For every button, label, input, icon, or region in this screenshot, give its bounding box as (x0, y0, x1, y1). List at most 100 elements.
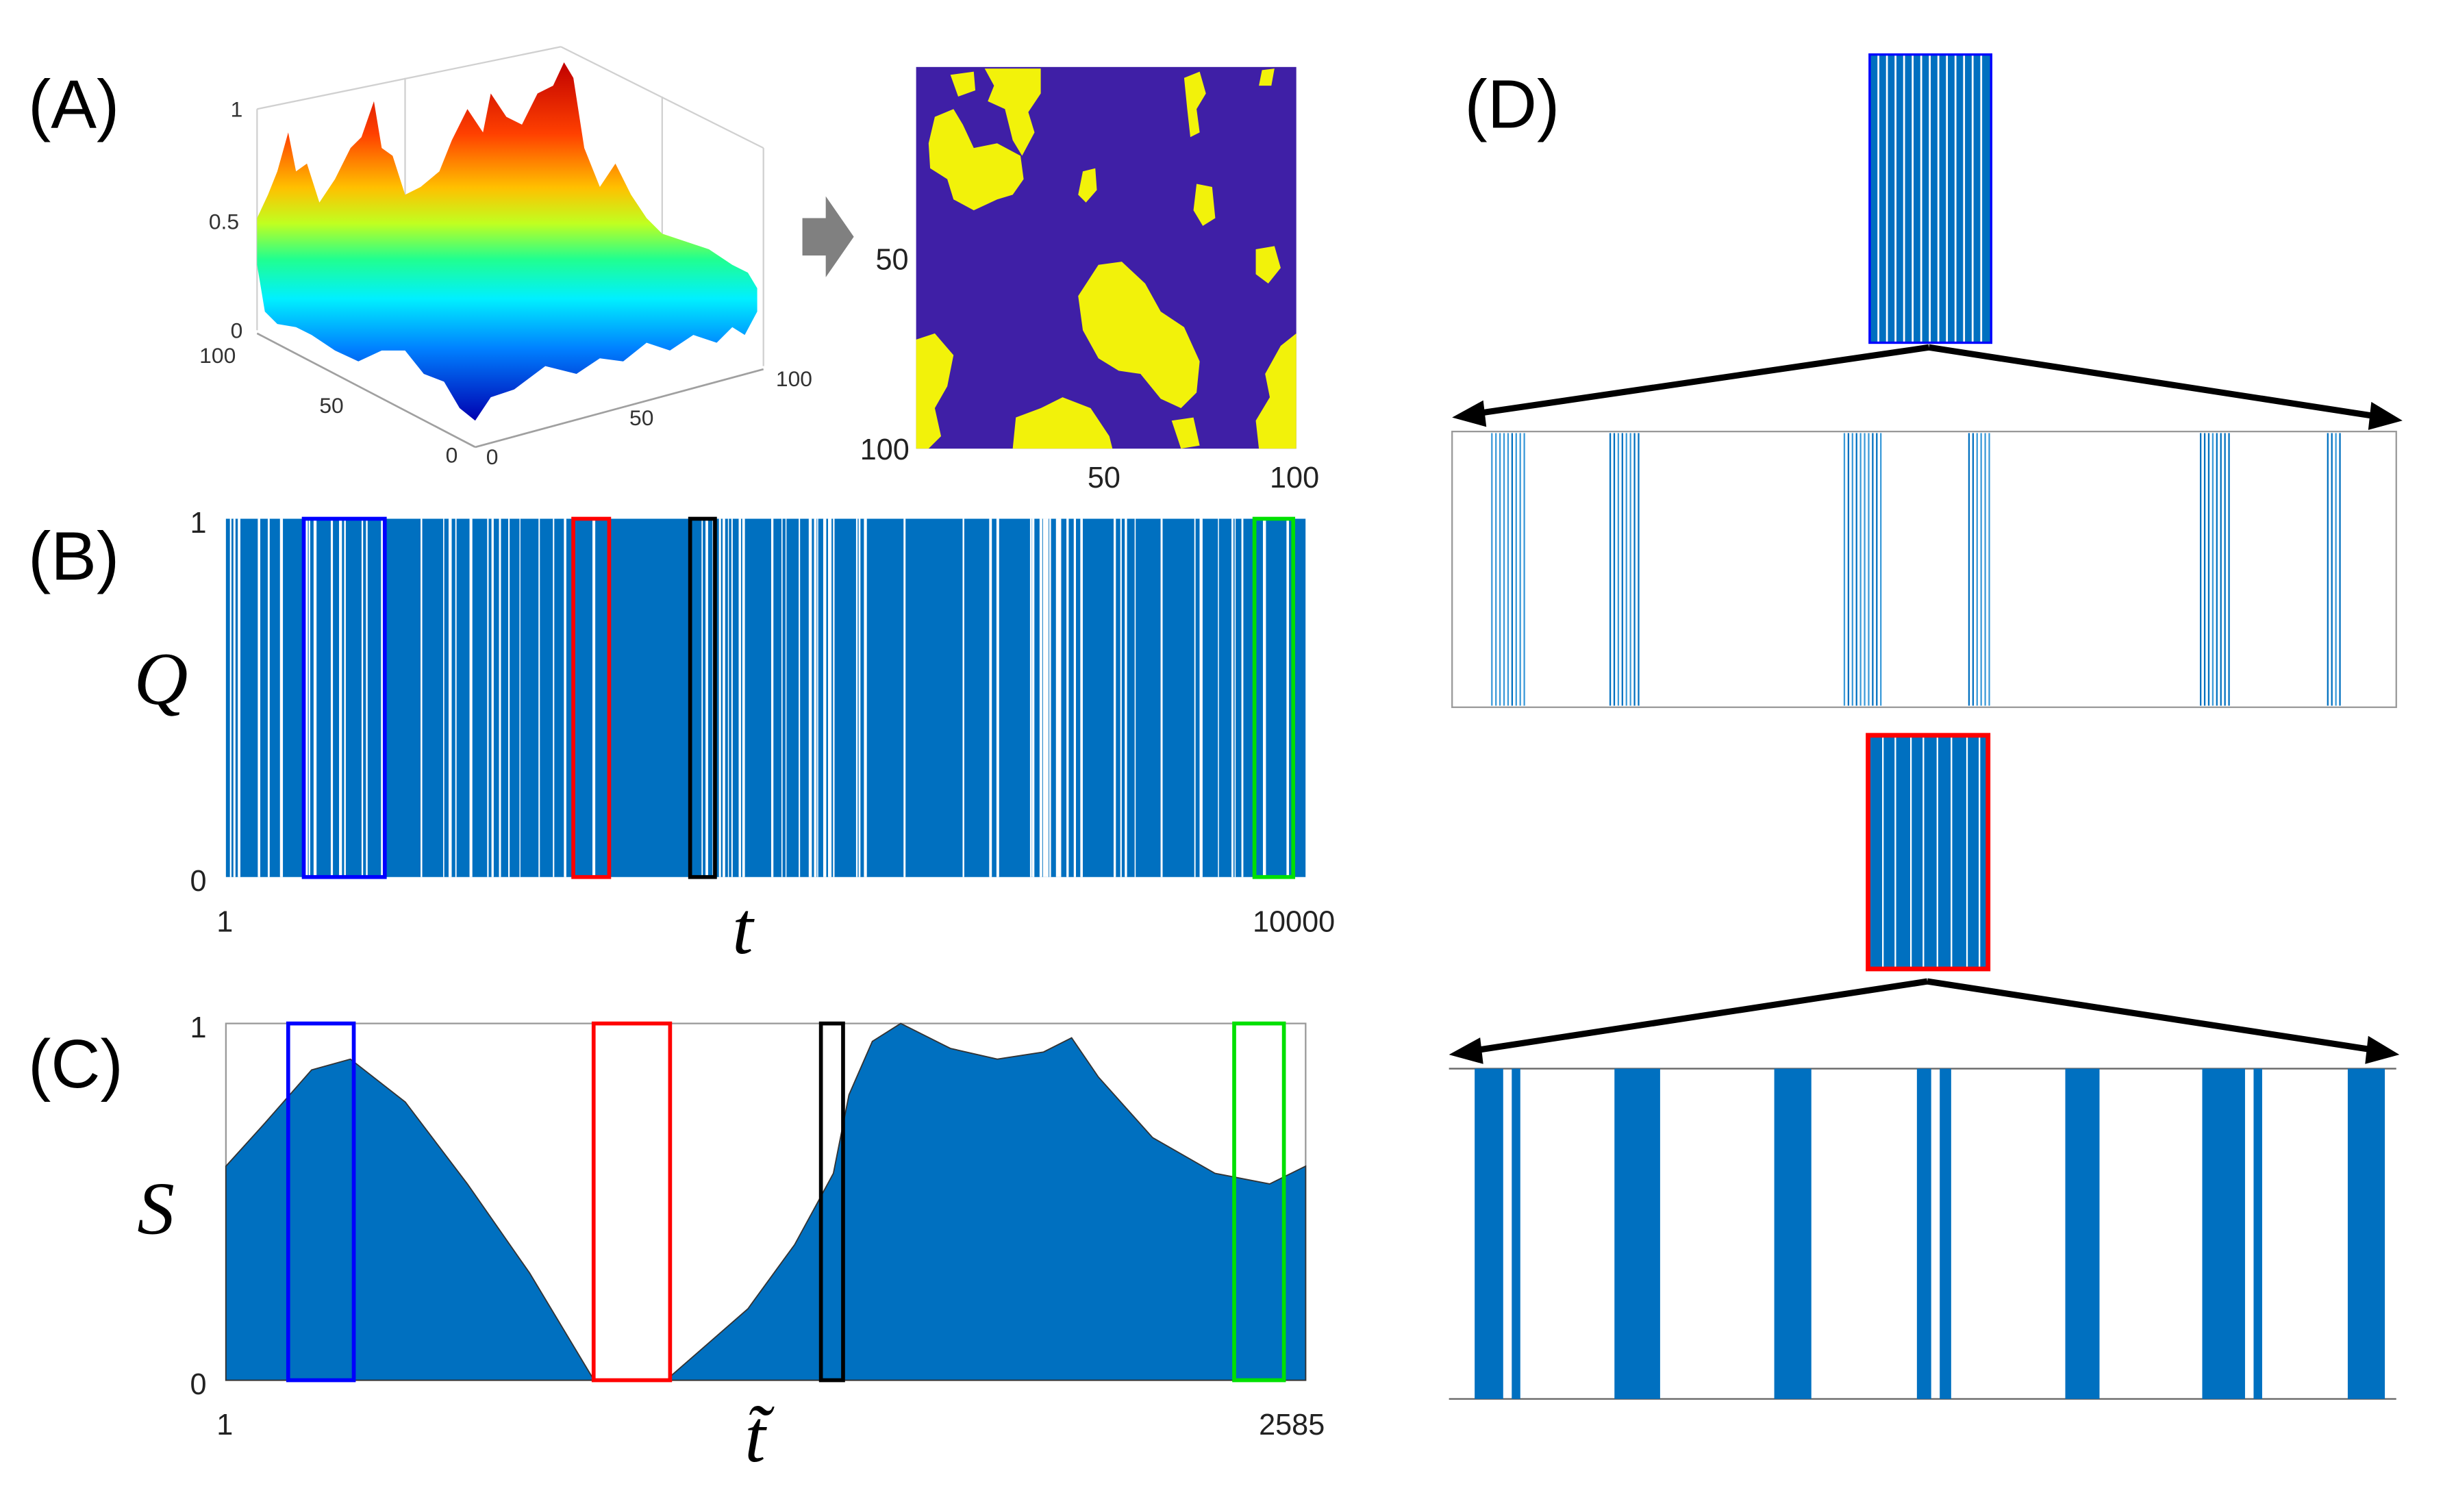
thumbnail-gap-line (1951, 735, 1953, 969)
q-gap-line (381, 518, 384, 877)
s-window-red (591, 1021, 673, 1383)
z-tick-0-5: 0.5 (209, 209, 239, 234)
q-gap-line (962, 518, 964, 877)
heatmap-x-tick-100: 100 (1270, 462, 1319, 494)
q-gap-line (448, 518, 452, 877)
q-gap-line (305, 518, 308, 877)
q-line (1876, 433, 1878, 706)
q-window-red (571, 516, 612, 879)
q-gap-line (279, 518, 284, 877)
q-gap-line (903, 518, 906, 877)
q-gap-line (1058, 518, 1062, 877)
q-highlight-windows (301, 516, 1296, 879)
q-gap-line (233, 518, 236, 877)
q-gap-line (1049, 518, 1051, 877)
q-block (1614, 1068, 1660, 1399)
heatmap-region (1171, 417, 1200, 449)
arrowhead-icon (1452, 400, 1487, 427)
q-line (1503, 433, 1505, 706)
q-gap-line (1042, 518, 1046, 877)
q-gap-line (705, 518, 708, 877)
z-tick-1: 1 (231, 97, 243, 122)
q-gap-line (344, 518, 346, 877)
binary-heatmap: 50 100 50 100 (860, 66, 1319, 494)
q-gap-line (1055, 518, 1060, 877)
q-block (1475, 1068, 1503, 1399)
q-x-tick-10000: 10000 (1253, 905, 1335, 938)
q-gap-line (491, 518, 494, 877)
q-gap-line (827, 518, 830, 877)
s-window-blue (286, 1021, 356, 1383)
q-block (1774, 1068, 1812, 1399)
q-line (1868, 433, 1870, 706)
q-gap-line (229, 518, 231, 877)
q-gap-line (727, 518, 729, 877)
q-gap-line (499, 518, 501, 877)
q-line (1617, 433, 1620, 706)
q-gap-line (722, 518, 725, 877)
thumbnail-gap-line (1929, 54, 1931, 343)
q-gap-line (1066, 518, 1069, 877)
heatmap-x-tick-50: 50 (1088, 462, 1120, 494)
q-line (1843, 433, 1846, 706)
thumbnail-gap-line (1877, 54, 1879, 343)
q-block (2347, 1068, 2385, 1399)
blue-window-thumbnail (1868, 53, 1992, 344)
q-gap-line (1200, 518, 1202, 877)
q-y-axis-label: Q (134, 638, 188, 720)
q-line (1515, 433, 1517, 706)
thumbnail-gap-line (1937, 54, 1940, 343)
q-line (1872, 433, 1874, 706)
q-line (2331, 433, 2333, 706)
thumbnail-gap-line (1954, 54, 1957, 343)
thumbnail-gap-line (1882, 735, 1884, 969)
heatmap-region (928, 109, 1024, 211)
q-gap-line (1234, 518, 1236, 877)
q-gap-line (817, 518, 818, 877)
thumbnail-gap-line (1894, 54, 1896, 343)
q-line (2212, 433, 2214, 706)
thumbnail-gap-line (1894, 735, 1896, 969)
s-y-tick-0: 0 (190, 1368, 207, 1401)
q-line (1633, 433, 1636, 706)
thumbnail-gap-line (1912, 54, 1914, 343)
q-line (1864, 433, 1866, 706)
thumbnail-gap-line (1979, 735, 1981, 969)
q-gap-line (313, 518, 317, 877)
thumbnail-gap-line (1922, 735, 1925, 969)
q-window-green (1252, 516, 1296, 879)
q-gap-line (1073, 518, 1077, 877)
q-gap-line (487, 518, 489, 877)
q-block (2253, 1068, 2262, 1399)
q-line (1968, 433, 1970, 706)
q-gap-line (1262, 518, 1266, 877)
y-tick-0: 0 (446, 443, 458, 468)
q-gap-line (258, 518, 260, 877)
q-gap-line (814, 518, 817, 877)
q-line (2224, 433, 2226, 706)
q-gap-line (1032, 518, 1035, 877)
heatmap-region (1193, 184, 1216, 226)
q-line (1984, 433, 1986, 706)
thumbnail-fill (1868, 735, 1988, 969)
q-gap-line (1160, 518, 1163, 877)
surface-plot: 1 0.5 0 100 50 0 0 50 100 (199, 46, 812, 469)
q-line (2339, 433, 2341, 706)
q-line (1851, 433, 1853, 706)
q-gap-line (855, 518, 858, 877)
q-gap-line (864, 518, 867, 877)
arrowhead-icon (1449, 1037, 1483, 1064)
panel-label-d: (D) (1464, 66, 1559, 143)
q-gap-line (989, 518, 992, 877)
q-block (2065, 1068, 2100, 1399)
s-window-black (818, 1021, 845, 1383)
q-gap-line (469, 518, 473, 877)
q-y-tick-1: 1 (190, 507, 207, 540)
s-area-chart: 1 0 1 2585 S t̃ (137, 1011, 1325, 1478)
q-gap-line (808, 518, 812, 877)
s-x-axis-label: t̃ (744, 1395, 775, 1478)
heatmap-y-tick-100: 100 (860, 433, 910, 466)
heatmap-background (916, 66, 1296, 449)
q-gap-line (1194, 518, 1196, 877)
q-gap-line (829, 518, 832, 877)
